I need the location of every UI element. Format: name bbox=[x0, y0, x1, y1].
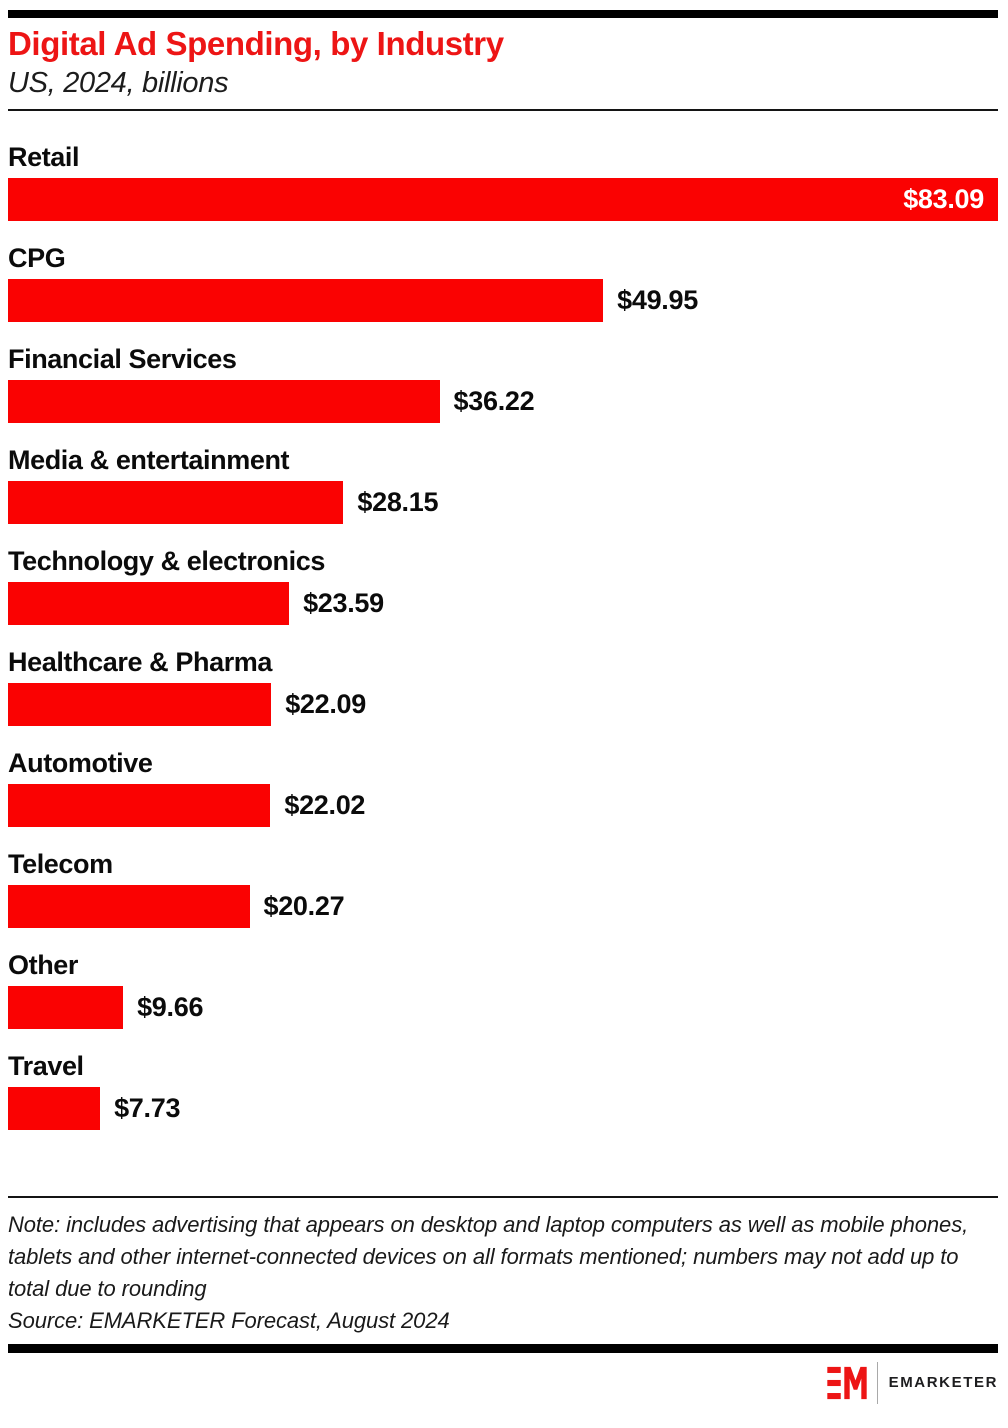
bar-chart: Retail $83.09 CPG $49.95 Financial Services $… bbox=[8, 141, 998, 1130]
bar-value-label: $36.22 bbox=[453, 385, 535, 416]
bar-track: $9.66 bbox=[8, 985, 998, 1029]
bar-category-label: Financial Services bbox=[8, 343, 237, 374]
bar-group: Telecom $20.27 bbox=[8, 848, 998, 928]
bar-value-label: $23.59 bbox=[303, 587, 384, 618]
bar-value-label: $9.66 bbox=[137, 991, 204, 1022]
bar-category-label: Automotive bbox=[8, 747, 153, 778]
bar-value-label: $49.95 bbox=[617, 284, 698, 315]
bar-value-label: $22.02 bbox=[284, 789, 366, 820]
bar-value-label: $20.27 bbox=[263, 890, 345, 921]
bar-category-label: Media & entertainment bbox=[8, 444, 290, 475]
bar-group: Financial Services $36.22 bbox=[8, 343, 998, 423]
emarketer-monogram-icon bbox=[826, 1366, 867, 1400]
top-accent-bar bbox=[8, 10, 998, 18]
bar-category-label: Other bbox=[8, 949, 79, 980]
bar-track: $23.59 bbox=[8, 581, 998, 625]
bar-group: Other $9.66 bbox=[8, 949, 998, 1029]
bar-value-label: $7.73 bbox=[114, 1092, 181, 1123]
bar-group: Travel $7.73 bbox=[8, 1050, 998, 1130]
bar-category-label: Travel bbox=[8, 1050, 84, 1081]
bar-track: $49.95 bbox=[8, 278, 998, 322]
bar bbox=[8, 278, 604, 322]
bar-value-label: $22.09 bbox=[285, 688, 366, 719]
bar-group: Automotive $22.02 bbox=[8, 747, 998, 827]
bar-track: $36.22 bbox=[8, 379, 998, 423]
bar-track: $22.02 bbox=[8, 783, 998, 827]
bar bbox=[8, 1086, 101, 1130]
bar-group: Media & entertainment $28.15 bbox=[8, 444, 998, 524]
bar bbox=[8, 682, 272, 726]
bar-value-label: $83.09 bbox=[903, 183, 984, 214]
emarketer-logo: EMARKETER bbox=[8, 1361, 998, 1404]
bar bbox=[8, 480, 344, 524]
bar bbox=[8, 581, 290, 625]
bar-group: Technology & electronics $23.59 bbox=[8, 545, 998, 625]
header-divider bbox=[8, 108, 998, 111]
logo-divider bbox=[876, 1361, 878, 1404]
bar-group: Healthcare & Pharma $22.09 bbox=[8, 646, 998, 726]
bar-track: $83.09 bbox=[8, 177, 998, 221]
chart-subtitle: US, 2024, billions bbox=[8, 66, 229, 99]
chart-source: Source: EMARKETER Forecast, August 2024 bbox=[8, 1307, 450, 1333]
chart-note: Note: includes advertising that appears … bbox=[8, 1211, 969, 1301]
bar-track: $22.09 bbox=[8, 682, 998, 726]
bar-group: CPG $49.95 bbox=[8, 242, 998, 322]
bar-category-label: CPG bbox=[8, 242, 66, 273]
bar-category-label: Retail bbox=[8, 141, 80, 172]
bar-category-label: Healthcare & Pharma bbox=[8, 646, 273, 677]
bar: $83.09 bbox=[8, 177, 998, 221]
bar-category-label: Technology & electronics bbox=[8, 545, 325, 576]
bar-group: Retail $83.09 bbox=[8, 141, 998, 221]
emarketer-wordmark: EMARKETER bbox=[888, 1374, 998, 1392]
bar bbox=[8, 783, 271, 827]
bar-category-label: Telecom bbox=[8, 848, 113, 879]
bar-track: $7.73 bbox=[8, 1086, 998, 1130]
bar bbox=[8, 379, 440, 423]
bar-track: $28.15 bbox=[8, 480, 998, 524]
bar-value-label: $28.15 bbox=[357, 486, 439, 517]
bottom-accent-bar bbox=[8, 1343, 998, 1353]
bar bbox=[8, 884, 250, 928]
footer-divider bbox=[8, 1195, 998, 1198]
bar bbox=[8, 985, 124, 1029]
bar-track: $20.27 bbox=[8, 884, 998, 928]
page: Digital Ad Spending, by Industry US, 202… bbox=[0, 10, 1008, 1428]
page-title: Digital Ad Spending, by Industry bbox=[8, 25, 504, 62]
chart-footer: Note: includes advertising that appears … bbox=[8, 1209, 998, 1337]
chart-header: Digital Ad Spending, by Industry US, 202… bbox=[8, 26, 998, 100]
